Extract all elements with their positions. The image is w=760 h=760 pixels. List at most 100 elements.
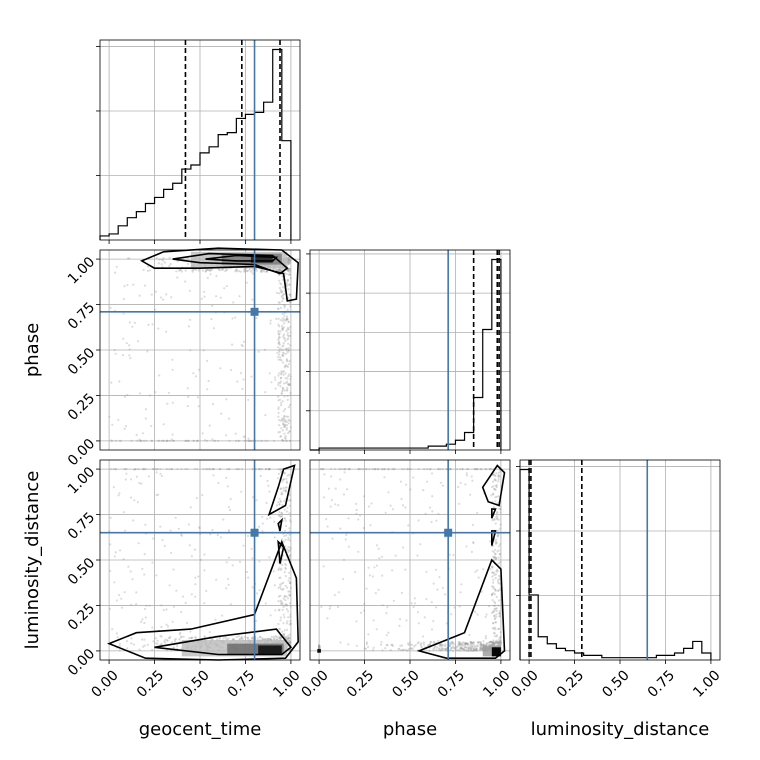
sample-point: [289, 640, 292, 644]
sample-point: [491, 566, 494, 569]
sample-point: [226, 468, 229, 471]
sample-point: [272, 635, 275, 639]
contour-line: [106, 539, 300, 661]
sample-point: [283, 352, 286, 355]
sample-point: [347, 545, 350, 548]
sample-point: [288, 533, 291, 537]
sample-point: [160, 642, 163, 646]
sample-point: [375, 628, 378, 631]
sample-point: [150, 439, 153, 442]
sample-point: [279, 576, 282, 579]
sample-point: [366, 645, 370, 649]
sample-point: [322, 468, 325, 471]
sample-point: [225, 285, 228, 288]
sample-point: [227, 529, 230, 532]
sample-point: [135, 603, 138, 606]
sample-point: [209, 273, 212, 276]
sample-point: [458, 643, 462, 646]
sample-point: [443, 644, 447, 648]
sample-point: [261, 515, 264, 518]
sample-point: [278, 286, 281, 290]
sample-point: [345, 533, 348, 537]
sample-point: [277, 342, 280, 345]
sample-point: [269, 614, 272, 617]
sample-point: [117, 418, 120, 421]
sample-point: [443, 593, 447, 596]
sample-point: [471, 649, 475, 652]
sample-point: [448, 649, 452, 652]
sample-point: [165, 330, 168, 333]
sample-point: [138, 392, 142, 395]
sample-point: [129, 570, 132, 573]
sample-point: [318, 646, 321, 650]
sample-point: [250, 547, 253, 551]
sample-point: [231, 564, 234, 567]
sample-point: [384, 647, 387, 650]
sample-point: [282, 354, 285, 357]
sample-point: [212, 468, 215, 471]
sample-point: [466, 642, 469, 645]
sample-point: [318, 645, 321, 648]
sample-point: [284, 566, 287, 570]
sample-point: [239, 270, 242, 273]
sample-point: [441, 484, 444, 487]
sample-point: [339, 478, 342, 481]
sample-point: [118, 439, 121, 442]
sample-point: [210, 268, 213, 271]
sample-point: [278, 567, 281, 570]
sample-point: [287, 538, 290, 541]
sample-point: [497, 545, 500, 548]
sample-point: [285, 349, 288, 352]
sample-point: [286, 377, 289, 380]
sample-point: [284, 418, 287, 422]
sample-point: [187, 439, 190, 442]
sample-point: [168, 584, 171, 587]
sample-point: [495, 615, 498, 618]
sample-point: [318, 644, 321, 648]
sample-point: [465, 642, 468, 645]
sample-point: [276, 351, 279, 354]
sample-point: [318, 645, 321, 648]
sample-point: [160, 474, 163, 477]
sample-point: [115, 599, 118, 602]
sample-point: [278, 382, 282, 385]
sample-point: [318, 645, 321, 648]
sample-point: [460, 642, 464, 645]
sample-point: [281, 603, 284, 606]
sample-point: [339, 641, 342, 644]
sample-point: [269, 319, 272, 322]
sample-point: [240, 636, 243, 639]
sample-point: [284, 584, 287, 587]
sample-point: [479, 643, 482, 646]
sample-point: [496, 550, 499, 553]
sample-point: [278, 268, 281, 271]
sample-point: [289, 391, 292, 394]
sample-point: [409, 643, 412, 646]
sample-point: [251, 298, 254, 301]
sample-point: [489, 640, 492, 644]
sample-point: [481, 647, 484, 650]
sample-point: [340, 468, 343, 471]
sample-point: [492, 640, 495, 644]
sample-point: [277, 407, 280, 411]
sample-point: [123, 591, 126, 594]
sample-point: [493, 615, 496, 618]
sample-point: [445, 468, 448, 471]
y-tick-label: 0.25: [65, 600, 98, 633]
sample-point: [141, 567, 144, 571]
sample-point: [287, 279, 290, 282]
sample-point: [378, 557, 381, 560]
sample-point: [184, 439, 188, 442]
sample-point: [286, 474, 289, 477]
sample-point: [318, 647, 321, 650]
sample-point: [458, 642, 461, 646]
sample-point: [288, 593, 291, 596]
sample-point: [429, 468, 432, 471]
sample-point: [473, 468, 476, 471]
sample-point: [279, 330, 282, 333]
sample-point: [469, 644, 472, 647]
truth-marker: [250, 307, 259, 316]
sample-point: [288, 259, 291, 262]
sample-point: [413, 645, 416, 648]
sample-point: [288, 571, 291, 574]
